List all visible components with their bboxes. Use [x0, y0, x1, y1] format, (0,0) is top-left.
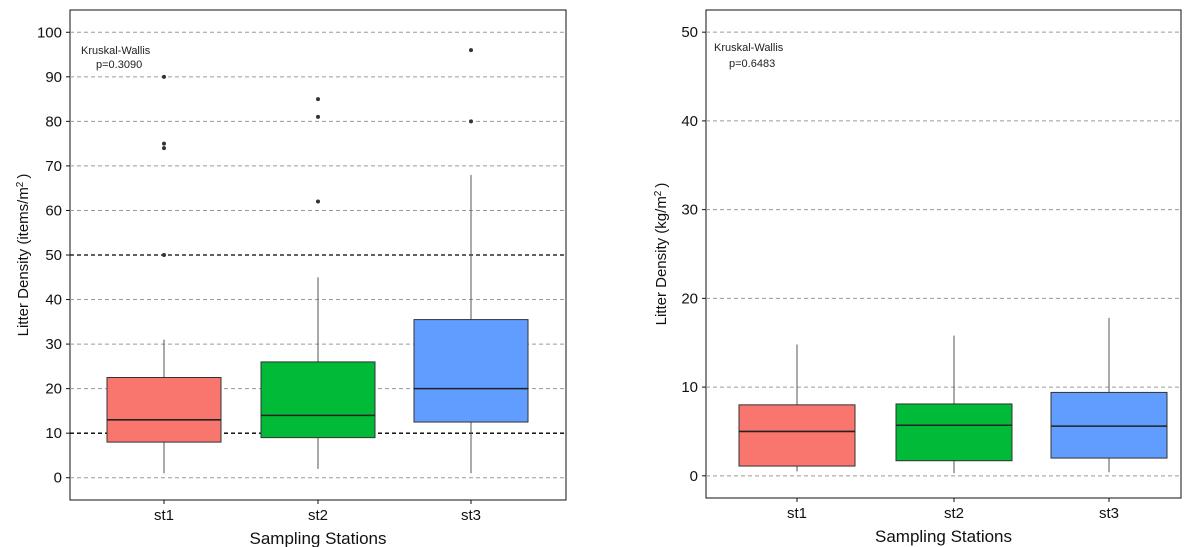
y-axis-title-sup: 2 [653, 190, 664, 196]
y-tick-label: 20 [681, 290, 698, 307]
outlier-point-st3 [469, 119, 473, 124]
y-axis-title: Litter Density (kg/m2) [653, 183, 671, 326]
y-axis-title-main: Litter Density (items/m [15, 187, 32, 336]
chart-mass-density: 0 10 20 30 40 50 st1 st2 st3 Kruskal-Wallis p=0… [653, 9, 1182, 546]
box-series [738, 317, 1168, 474]
y-tick-label: 0 [54, 470, 62, 487]
x-tick-label: st3 [461, 507, 481, 524]
y-tick-label: 100 [37, 24, 62, 41]
y-axis: 0 10 20 30 40 50 [681, 24, 706, 485]
p-value-label: p=0.6483 [729, 58, 775, 70]
outlier-point-st1 [162, 74, 166, 79]
grid-lines [706, 31, 1181, 477]
p-value-label: p=0.3090 [96, 59, 142, 71]
y-tick-label: 40 [681, 113, 698, 130]
y-tick-label: 30 [681, 202, 698, 219]
box-st3 [1050, 391, 1168, 459]
x-tick-label: st3 [1099, 505, 1119, 522]
kruskal-wallis-label: Kruskal-Wallis [714, 42, 784, 54]
x-tick-label: st2 [308, 507, 328, 524]
outlier-point-st3 [469, 48, 473, 53]
box-st1 [738, 404, 856, 467]
x-axis-title: Sampling Stations [249, 529, 386, 547]
plot-frame [705, 9, 1182, 499]
y-tick-label: 50 [45, 247, 62, 264]
box-st1 [106, 377, 222, 443]
x-tick-label: st1 [154, 507, 174, 524]
y-axis-title-main: Litter Density (kg/m [653, 196, 670, 325]
y-tick-label: 0 [690, 468, 698, 485]
y-tick-label: 30 [45, 336, 62, 353]
x-axis-title: Sampling Stations [875, 527, 1012, 546]
box-st2 [260, 361, 376, 439]
y-axis-title: Litter Density (items/m2) [15, 174, 33, 337]
y-axis: 0 10 20 30 40 50 60 70 80 90 100 [37, 24, 70, 487]
x-axis: st1 st2 st3 [787, 498, 1119, 522]
y-axis-title-close: ) [653, 183, 670, 188]
y-tick-label: 20 [45, 381, 62, 398]
box-st2 [895, 403, 1013, 462]
outlier-point-st1 [162, 146, 166, 151]
outlier-point-st2 [316, 199, 320, 204]
x-tick-label: st2 [944, 505, 964, 522]
y-tick-label: 70 [45, 158, 62, 175]
y-axis-title-sup: 2 [15, 181, 26, 187]
y-tick-label: 10 [45, 425, 62, 442]
outlier-point-st1 [162, 253, 166, 257]
outlier-point-st2 [316, 114, 320, 119]
y-tick-label: 60 [45, 202, 62, 219]
y-tick-label: 80 [45, 113, 62, 130]
outlier-point-st2 [316, 97, 320, 102]
outlier-point-st1 [162, 141, 166, 146]
y-tick-label: 10 [681, 379, 698, 396]
y-axis-title-close: ) [15, 174, 32, 179]
y-tick-label: 90 [45, 69, 62, 86]
y-tick-label: 40 [45, 292, 62, 309]
box-st3 [413, 319, 529, 423]
box-series [106, 48, 529, 474]
kruskal-wallis-label: Kruskal-Wallis [81, 45, 151, 57]
x-tick-label: st1 [787, 505, 807, 522]
x-axis: st1 st2 st3 [154, 500, 481, 524]
chart-items-density: 0 10 20 30 40 50 60 70 80 90 100 st1 st2 st3 Kruskal… [15, 9, 567, 547]
y-tick-label: 50 [681, 24, 698, 41]
